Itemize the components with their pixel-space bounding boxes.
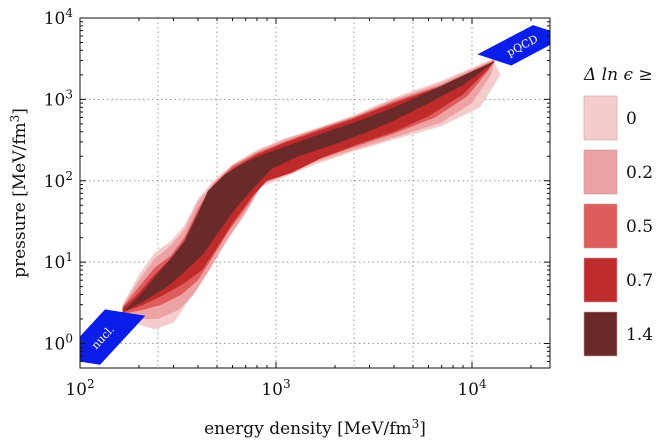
legend-swatch bbox=[583, 311, 618, 357]
y-tick-label: 101 bbox=[44, 250, 73, 273]
legend-label: 0 bbox=[626, 109, 637, 129]
y-tick-label: 100 bbox=[44, 332, 73, 355]
legend-label: 1.4 bbox=[626, 325, 653, 345]
legend-label: 0.2 bbox=[626, 163, 653, 183]
legend-swatch bbox=[583, 257, 618, 303]
x-tick-label: 102 bbox=[65, 377, 94, 400]
area-series-0.7 bbox=[122, 61, 495, 313]
legend-title: Δ ln ϵ ≥ bbox=[583, 65, 653, 85]
axis-ticks: 102 103 104 100 101 102 103 104 bbox=[44, 6, 550, 400]
legend-label: 0.7 bbox=[626, 271, 653, 291]
y-tick-label: 103 bbox=[44, 87, 73, 110]
x-tick-label: 103 bbox=[261, 377, 290, 400]
x-axis-label: energy density [MeV/fm3] bbox=[204, 417, 426, 439]
x-tick-label: 104 bbox=[457, 377, 487, 400]
legend: 0 0.2 0.5 0.7 1.4 bbox=[583, 95, 653, 357]
legend-swatch bbox=[583, 95, 618, 141]
y-axis-label: pressure [MeV/fm3] bbox=[8, 108, 30, 278]
area-series-1.4 bbox=[125, 61, 495, 312]
legend-swatch bbox=[583, 203, 618, 249]
legend-label: 0.5 bbox=[626, 217, 653, 237]
y-tick-label: 104 bbox=[44, 6, 74, 29]
legend-swatch bbox=[583, 149, 618, 195]
pqcd-band bbox=[477, 25, 550, 66]
nuclear-band bbox=[80, 309, 146, 365]
plot-area bbox=[80, 25, 550, 365]
y-tick-label: 102 bbox=[44, 169, 73, 192]
